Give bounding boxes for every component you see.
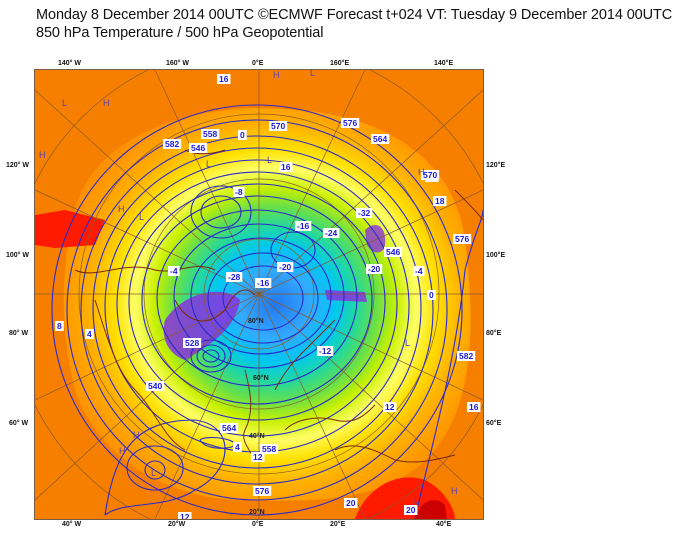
geo-label: 558 bbox=[203, 129, 217, 139]
top-axis-label: 140° W bbox=[58, 60, 82, 67]
weather-map[interactable]: 80°N 60°N 40°N 20°N 16 16 12 8 4 0 -4 -8… bbox=[34, 69, 484, 520]
right-axis-label: 120°E bbox=[486, 162, 506, 169]
high-marker: H bbox=[39, 150, 46, 160]
high-marker: H bbox=[418, 167, 425, 177]
bottom-axis-label: 20°E bbox=[330, 521, 346, 528]
temp-label: -4 bbox=[415, 266, 423, 276]
low-marker: L bbox=[405, 338, 410, 348]
geo-label: 582 bbox=[165, 139, 179, 149]
top-axis-label: 0°E bbox=[252, 60, 264, 67]
temp-label: 4 bbox=[235, 442, 240, 452]
pressure-centers: L H H L H L H L H L H L H H L L bbox=[39, 70, 458, 506]
geo-label: 582 bbox=[459, 351, 473, 361]
geo-label: 564 bbox=[373, 134, 387, 144]
geo-label: 576 bbox=[455, 234, 469, 244]
top-axis-label: 140°E bbox=[434, 60, 454, 67]
geo-label: 546 bbox=[191, 143, 205, 153]
temp-label: -20 bbox=[368, 264, 381, 274]
left-axis-label: 80° W bbox=[9, 330, 29, 337]
geo-label: 576 bbox=[255, 486, 269, 496]
bottom-axis-label: 0°E bbox=[252, 521, 264, 528]
chart-subtitle: 850 hPa Temperature / 500 hPa Geopotenti… bbox=[36, 25, 324, 41]
top-axis-label: 160° W bbox=[166, 60, 190, 67]
forecast-run-title: Monday 8 December 2014 00UTC ©ECMWF Fore… bbox=[36, 7, 673, 23]
geopotential-contour-labels: 576 570 582 558 546 564 570 582 576 546 … bbox=[146, 118, 476, 496]
temp-label: -28 bbox=[228, 272, 241, 282]
temp-label: 12 bbox=[180, 512, 190, 519]
geo-label: 546 bbox=[386, 247, 400, 257]
left-axis-label: 100° W bbox=[6, 252, 30, 259]
geo-label: 570 bbox=[423, 170, 437, 180]
temp-label: -20 bbox=[279, 262, 292, 272]
map-canvas: 80°N 60°N 40°N 20°N 16 16 12 8 4 0 -4 -8… bbox=[35, 70, 483, 519]
low-marker: L bbox=[414, 496, 419, 506]
low-marker: L bbox=[267, 155, 272, 165]
high-marker: H bbox=[451, 486, 458, 496]
temp-label: -24 bbox=[325, 228, 338, 238]
temp-label: 12 bbox=[385, 402, 395, 412]
temp-label: 16 bbox=[469, 402, 479, 412]
geopotential-contours bbox=[51, 104, 483, 519]
top-axis-label: 160°E bbox=[330, 60, 350, 67]
temp-label: 8 bbox=[57, 321, 62, 331]
geo-label: 576 bbox=[343, 118, 357, 128]
geo-label: 558 bbox=[262, 444, 276, 454]
geo-label: 570 bbox=[271, 121, 285, 131]
temp-label: 20 bbox=[406, 505, 416, 515]
temperature-contour-labels: 16 16 12 8 4 0 -4 -8 -12 -16 -20 -24 -28… bbox=[55, 74, 481, 519]
low-marker: L bbox=[62, 98, 67, 108]
low-marker: L bbox=[139, 212, 144, 222]
temp-label: -16 bbox=[297, 221, 310, 231]
cold-core-canada bbox=[163, 291, 240, 360]
temp-label: -12 bbox=[319, 346, 332, 356]
temp-label: 12 bbox=[253, 452, 263, 462]
bottom-axis-label: 20°W bbox=[168, 521, 186, 528]
high-marker: H bbox=[119, 446, 126, 456]
low-marker: L bbox=[151, 468, 156, 478]
temp-label: 16 bbox=[281, 162, 291, 172]
geo-label: 540 bbox=[148, 381, 162, 391]
high-marker: H bbox=[133, 430, 140, 440]
temp-label: 0 bbox=[240, 130, 245, 140]
high-marker: H bbox=[118, 204, 125, 214]
low-marker: L bbox=[206, 159, 211, 169]
low-marker: L bbox=[310, 70, 315, 78]
bottom-axis-label: 40°E bbox=[436, 521, 452, 528]
temp-label: 4 bbox=[87, 329, 92, 339]
bottom-axis-label: 40° W bbox=[62, 521, 82, 528]
geo-label: 528 bbox=[185, 338, 199, 348]
temp-label: -32 bbox=[358, 208, 371, 218]
high-marker: H bbox=[103, 98, 110, 108]
right-axis-label: 100°E bbox=[486, 252, 506, 259]
lat-40n-label: 40°N bbox=[249, 432, 265, 440]
left-axis-label: 60° W bbox=[9, 420, 29, 427]
latitude-labels: 80°N 60°N 40°N 20°N bbox=[248, 317, 269, 516]
lat-60n-label: 60°N bbox=[253, 374, 269, 382]
temp-label: -8 bbox=[235, 187, 243, 197]
temp-label: -4 bbox=[170, 266, 178, 276]
lat-20n-label: 20°N bbox=[249, 508, 265, 516]
hot-core-africa bbox=[415, 499, 447, 519]
temp-label: 18 bbox=[435, 196, 445, 206]
right-axis-label: 80°E bbox=[486, 330, 502, 337]
high-marker: H bbox=[273, 70, 280, 80]
temperature-field bbox=[63, 108, 471, 501]
temp-label: 16 bbox=[219, 74, 229, 84]
geo-label: 564 bbox=[222, 423, 236, 433]
temp-label: -16 bbox=[257, 278, 270, 288]
lat-80n-label: 80°N bbox=[248, 317, 264, 325]
temp-label: 0 bbox=[429, 290, 434, 300]
coastlines bbox=[74, 149, 483, 463]
right-axis-label: 60°E bbox=[486, 420, 502, 427]
temp-label: 20 bbox=[346, 498, 356, 508]
left-axis-label: 120° W bbox=[6, 162, 30, 169]
